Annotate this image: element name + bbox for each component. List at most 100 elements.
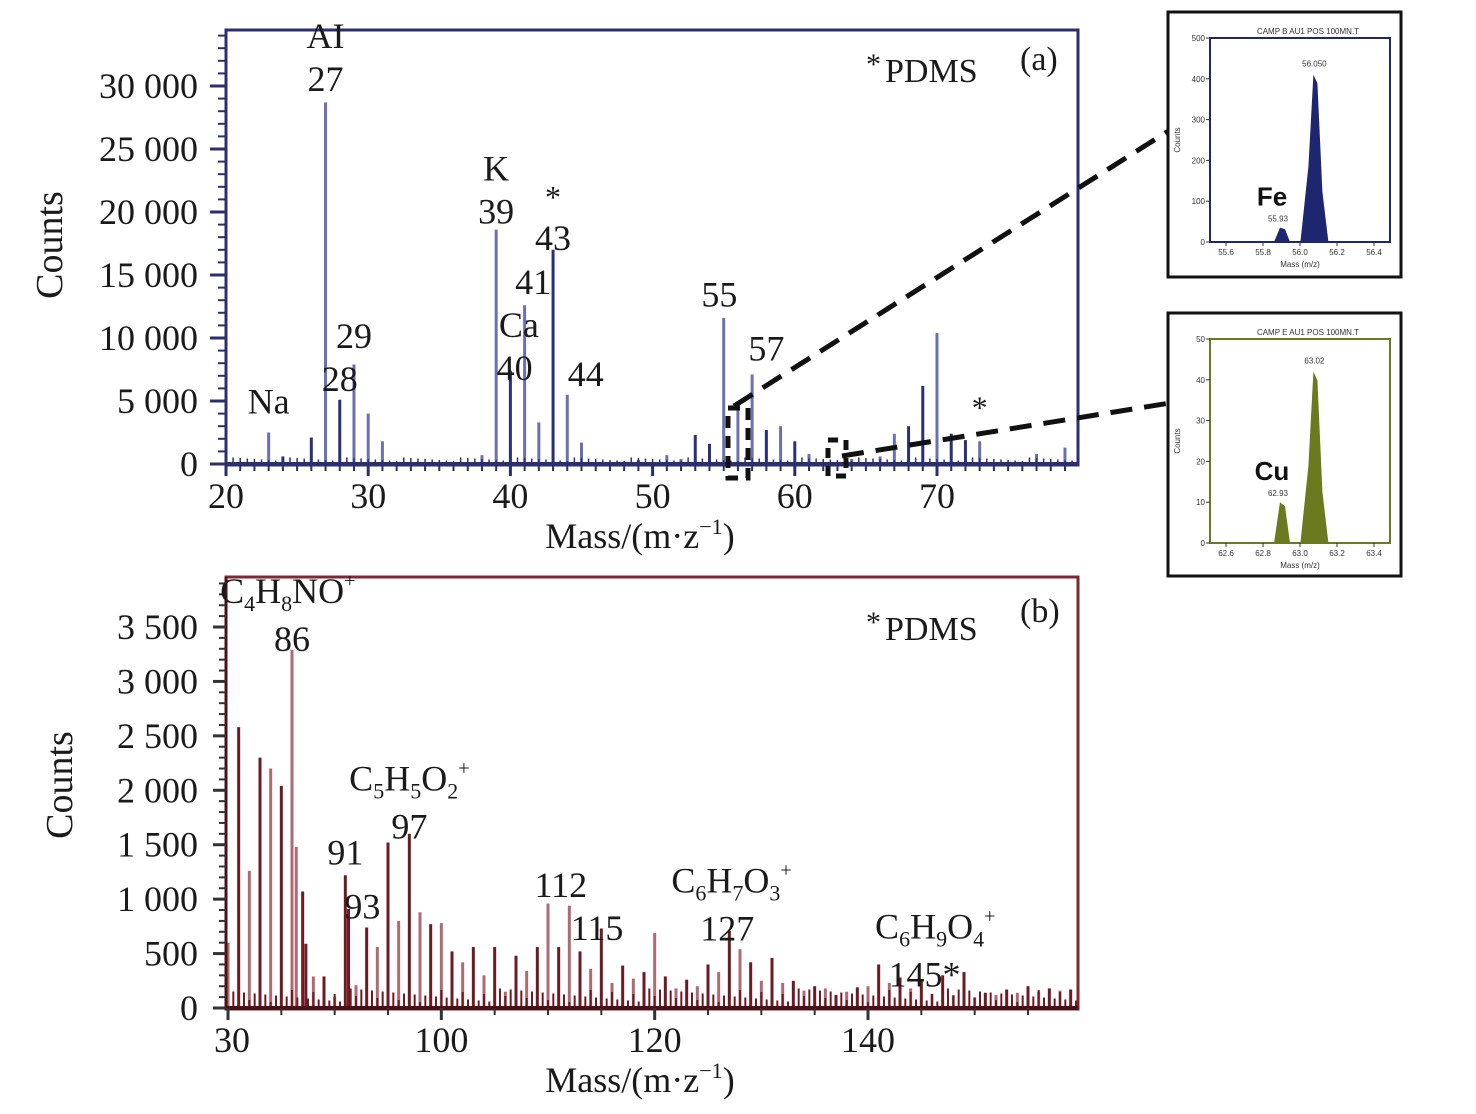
panel-b-mass-label: 91 — [327, 832, 363, 872]
panel-b-formula-part: 5 — [373, 778, 384, 803]
panel-b-ylabel: Counts — [39, 731, 81, 839]
panel-b-formula-label: C5H5O2+ — [349, 757, 469, 803]
panel-b-mass-label: 86 — [274, 619, 310, 659]
panel-a-legend-marker: * — [866, 48, 881, 81]
panel-b-formula-part: O — [947, 906, 973, 946]
inset-ytick-label: 100 — [1192, 197, 1206, 206]
inset-ytick-label: 0 — [1201, 539, 1206, 548]
panel-b-formula-part: C — [349, 758, 373, 798]
inset-xtick-label: 55.6 — [1218, 248, 1234, 257]
panel-b-xlabel-main: Mass/(m·z — [545, 1060, 699, 1100]
panel-b-formula-part: + — [780, 860, 791, 882]
panel-a-xtick-label: 20 — [208, 476, 244, 516]
panel-b-ytick-label: 0 — [180, 988, 198, 1028]
panel-b-ytick-label: 1 000 — [117, 879, 198, 919]
panel-b-y-ticks: 0 500 1 000 1 500 2 000 2 500 3 000 3 500 — [117, 582, 226, 1028]
panel-a-y-ticks: 0 5 000 10 000 15 000 20 000 25 000 30 000 — [99, 34, 226, 484]
inset-main-peak — [1300, 371, 1329, 543]
panel-b-formula-part: 4 — [244, 591, 255, 616]
inset-fe-chart: CAMP B AU1 POS 100MN.T Counts 0 100 200 300 40… — [1166, 10, 1403, 279]
panel-a-xlabel-close: ) — [723, 516, 735, 556]
cu-zoom-region-box — [825, 437, 849, 479]
panel-a-ytick-label: 10 000 — [99, 318, 198, 358]
fe-leader-line — [732, 127, 1172, 409]
panel-a-peak-label: 41 — [515, 262, 551, 302]
inset-ytick-label: 0 — [1201, 238, 1206, 247]
panel-b-chart: 0 500 1 000 1 500 2 000 2 500 3 000 3 500 30 100… — [39, 570, 1080, 1100]
panel-b-formula-part: 8 — [281, 591, 292, 616]
inset-title: CAMP E AU1 POS 100MN.T — [1257, 328, 1359, 337]
panel-b-formula-part: H — [255, 571, 281, 611]
panel-b-xtick-label: 120 — [628, 1020, 682, 1060]
panel-b-legend: * PDMS — [866, 606, 978, 648]
panel-b-xtick-label: 30 — [214, 1020, 250, 1060]
panel-b-formula-part: H — [706, 861, 732, 901]
inset-ytick-label: 200 — [1192, 156, 1206, 165]
inset-plot-frame — [1209, 338, 1391, 544]
panel-a-ytick-label: 15 000 — [99, 255, 198, 295]
inset-xtick-label: 62.6 — [1218, 549, 1234, 558]
panel-b-xtick-label: 100 — [414, 1020, 468, 1060]
inset-ylabel: Counts — [1173, 127, 1182, 152]
panel-b-formula-part: 3 — [769, 881, 780, 906]
inset-xtick-label: 56.0 — [1292, 248, 1308, 257]
panel-a-label: (a) — [1020, 41, 1058, 78]
panel-a-xtick-label: 40 — [492, 476, 528, 516]
panel-b-mass-label: 112 — [534, 865, 587, 905]
panel-b-formula-part: C — [220, 571, 244, 611]
panel-b-mass-label: 97 — [391, 806, 427, 846]
panel-a-xlabel: Mass/(m·z−1) — [545, 514, 734, 556]
panel-a-peak-label: 40 — [497, 348, 533, 388]
panel-b-ytick-label: 2 000 — [117, 770, 198, 810]
panel-a-peak-label: * — [545, 179, 561, 215]
panel-b-formula-part: C — [671, 861, 695, 901]
panel-a-peak-label: 28 — [322, 359, 358, 399]
panel-b-ytick-label: 1 500 — [117, 825, 198, 865]
inset-xtick-label: 63.0 — [1292, 549, 1308, 558]
panel-b-formula-part: 7 — [732, 881, 743, 906]
panel-a-xlabel-sup: −1 — [699, 514, 722, 539]
panel-b-formula-part: 4 — [973, 926, 984, 951]
panel-a-ytick-label: 30 000 — [99, 66, 198, 106]
panel-a-peak-label: 27 — [308, 59, 344, 99]
panel-b-formula-part: + — [984, 905, 995, 927]
panel-a-ylabel: Counts — [29, 191, 71, 299]
inset-ytick-label: 40 — [1196, 376, 1205, 385]
panel-b-formula-part: NO — [292, 571, 344, 611]
inset-minor-peak-label: 62.93 — [1268, 489, 1289, 498]
panel-b-xtick-label: 140 — [841, 1020, 895, 1060]
panel-a-peak-label: 43 — [535, 218, 571, 258]
panel-a-xtick-label: 70 — [919, 476, 955, 516]
inset-xtick-label: 55.8 — [1255, 248, 1271, 257]
panel-a-ytick-label: 20 000 — [99, 192, 198, 232]
panel-b-formula-part: 6 — [695, 881, 706, 906]
panel-a-xtick-label: 60 — [777, 476, 813, 516]
panel-b-ytick-label: 3 500 — [117, 607, 198, 647]
panel-a-legend: * PDMS — [866, 48, 978, 90]
panel-a-peak-label: * — [972, 390, 988, 426]
panel-b-ytick-label: 500 — [144, 934, 198, 974]
panel-b-formula-part: O — [743, 861, 769, 901]
cu-leader-line — [841, 400, 1171, 459]
panel-b-xlabel: Mass/(m·z−1) — [545, 1058, 734, 1100]
panel-b-x-ticks: 30 100 120 140 — [214, 1008, 1029, 1060]
panel-a-peak-label: 29 — [336, 316, 372, 356]
panel-a-peak-label: 39 — [478, 192, 514, 232]
inset-ytick-label: 300 — [1192, 116, 1206, 125]
inset-xtick-label: 56.4 — [1366, 248, 1382, 257]
panel-a-peak-label: Ca — [499, 305, 539, 345]
panel-a-peak-label: Na — [248, 382, 290, 422]
inset-ylabel: Counts — [1173, 428, 1182, 453]
panel-a-chart: 0 5 000 10 000 15 000 20 000 25 000 30 000 20 3… — [29, 16, 1172, 556]
inset-ytick-label: 400 — [1192, 75, 1206, 84]
inset-xtick-label: 56.2 — [1329, 248, 1345, 257]
inset-xtick-label: 62.8 — [1255, 549, 1271, 558]
panel-b-formula-part: O — [421, 758, 447, 798]
panel-a-ytick-label: 25 000 — [99, 129, 198, 169]
inset-ytick-label: 500 — [1192, 34, 1206, 43]
inset-main-peak — [1300, 74, 1329, 242]
panel-b-mass-label: 127 — [700, 909, 754, 949]
panel-a-peak-label: AI — [307, 16, 345, 56]
